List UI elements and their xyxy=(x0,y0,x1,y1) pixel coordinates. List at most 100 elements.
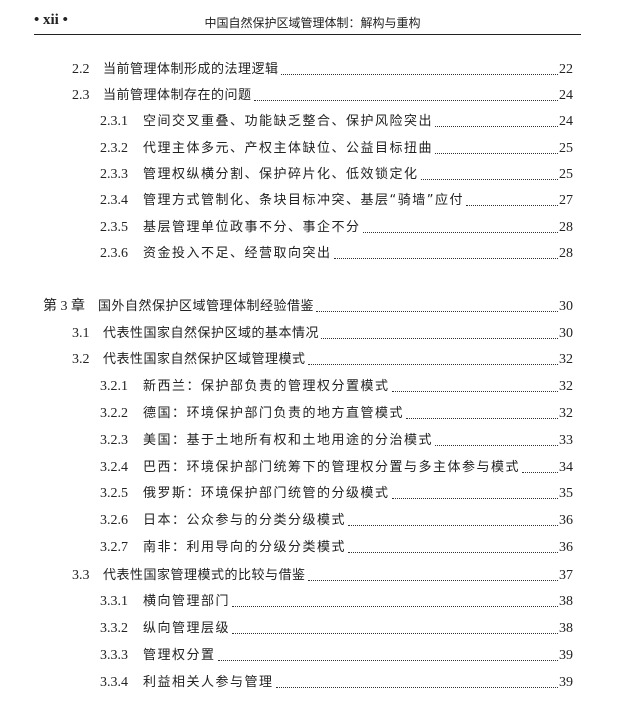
toc-entry-title: 纵向管理层级 xyxy=(143,621,231,636)
toc-entry[interactable]: 3.2.3 美国：基于土地所有权和土地用途的分治模式 33 xyxy=(100,431,573,451)
toc-entry[interactable]: 2.2 当前管理体制形成的法理逻辑 22 xyxy=(72,60,573,80)
toc-entry-number: 3.2.3 xyxy=(100,433,128,448)
toc-entry[interactable]: 2.3.5 基层管理单位政事不分、事企不分 28 xyxy=(100,218,573,238)
toc-entry-page: 28 xyxy=(559,220,573,235)
toc-entry-page: 25 xyxy=(559,167,573,182)
toc-entry-number: 3.2.1 xyxy=(100,379,128,394)
toc-entry[interactable]: 2.3.3 管理权纵横分割、保护碎片化、低效锁定化 25 xyxy=(100,165,573,185)
toc-entry[interactable]: 3.3.4 利益相关人参与管理 39 xyxy=(100,673,573,693)
dot-leader xyxy=(253,100,558,101)
toc-entry-title: 美国：基于土地所有权和土地用途的分治模式 xyxy=(143,433,434,448)
toc-entry-title: 当前管理体制形成的法理逻辑 xyxy=(103,62,279,77)
toc-entry-page: 24 xyxy=(559,88,573,103)
toc-entry-page: 28 xyxy=(559,246,573,261)
dot-leader xyxy=(307,364,558,365)
toc-entry-title: 代表性国家自然保护区域的基本情况 xyxy=(103,326,320,341)
toc-entry-title: 横向管理部门 xyxy=(143,594,231,609)
dot-leader xyxy=(321,338,558,339)
toc-entry[interactable]: 3.2.2 德国：环境保护部门负责的地方直管模式 32 xyxy=(100,404,573,424)
toc-entry-number: 3.2 xyxy=(72,352,90,367)
toc-entry[interactable]: 3.3.3 管理权分置 39 xyxy=(100,646,573,666)
dot-leader xyxy=(435,126,558,127)
toc-entry[interactable]: 3.2.1 新西兰：保护部负责的管理权分置模式 32 xyxy=(100,377,573,397)
toc-entry[interactable]: 2.3.4 管理方式管制化、条块目标冲突、基层“骑墙”应付 27 xyxy=(100,191,573,211)
toc-entry-title: 巴西：环境保护部门统筹下的管理权分置与多主体参与模式 xyxy=(143,460,521,475)
dot-leader xyxy=(217,660,558,661)
toc-entry-page: 38 xyxy=(559,621,573,636)
toc-entry-page: 30 xyxy=(559,326,573,341)
toc-entry[interactable]: 3.2.5 俄罗斯：环境保护部门统管的分级模式 35 xyxy=(100,484,573,504)
toc-entry-number: 3.2.5 xyxy=(100,486,128,501)
toc-entry-title: 利益相关人参与管理 xyxy=(143,675,274,690)
toc-entry-title: 俄罗斯：环境保护部门统管的分级模式 xyxy=(143,486,390,501)
toc-entry-title: 南非：利用导向的分级分类模式 xyxy=(143,540,347,555)
toc-entry[interactable]: 3.2.7 南非：利用导向的分级分类模式 36 xyxy=(100,538,573,558)
toc-entry-title: 代表性国家自然保护区域管理模式 xyxy=(103,352,306,367)
toc-entry-number: 2.3.1 xyxy=(100,114,128,129)
dot-leader xyxy=(406,418,558,419)
toc-entry-page: 32 xyxy=(559,406,573,421)
toc-entry-title: 当前管理体制存在的问题 xyxy=(103,88,252,103)
dot-leader xyxy=(435,445,558,446)
toc-entry[interactable]: 3.3 代表性国家管理模式的比较与借鉴 37 xyxy=(72,566,573,586)
toc-entry-number: 2.3.5 xyxy=(100,220,128,235)
toc-entry-page: 34 xyxy=(559,460,573,475)
toc-entry-title: 国外自然保护区域管理体制经验借鉴 xyxy=(98,299,315,314)
toc-entry-number: 3.3.2 xyxy=(100,621,128,636)
toc-entry-page: 22 xyxy=(559,62,573,77)
toc-entry[interactable]: 2.3 当前管理体制存在的问题 24 xyxy=(72,86,573,106)
toc-entry-number: 2.3 xyxy=(72,88,90,103)
toc-entry-title: 管理权纵横分割、保护碎片化、低效锁定化 xyxy=(143,167,419,182)
running-header-title: 中国自然保护区域管理体制：解构与重构 xyxy=(204,16,421,30)
toc-entry[interactable]: 2.3.2 代理主体多元、产权主体缺位、公益目标扭曲 25 xyxy=(100,139,573,159)
dot-leader xyxy=(316,311,558,312)
toc-entry[interactable]: 第 3 章国外自然保护区域管理体制经验借鉴 30 xyxy=(43,297,573,317)
toc-entry-number: 3.2.6 xyxy=(100,513,128,528)
toc-entry-number: 2.3.3 xyxy=(100,167,128,182)
toc-entry-page: 39 xyxy=(559,675,573,690)
toc-entry[interactable]: 3.1 代表性国家自然保护区域的基本情况 30 xyxy=(72,324,573,344)
toc-entry[interactable]: 2.3.1 空间交叉重叠、功能缺乏整合、保护风险突出 24 xyxy=(100,112,573,132)
toc-entry-page: 36 xyxy=(559,513,573,528)
toc-entry-page: 32 xyxy=(559,379,573,394)
toc-entry-page: 39 xyxy=(559,648,573,663)
toc-entry-number: 2.3.2 xyxy=(100,141,128,156)
toc-entry-number: 2.3.6 xyxy=(100,246,128,261)
toc-entry-number: 2.3.4 xyxy=(100,193,128,208)
dot-leader xyxy=(333,258,558,259)
dot-leader xyxy=(232,606,558,607)
toc-entry[interactable]: 2.3.6 资金投入不足、经营取向突出 28 xyxy=(100,244,573,264)
toc-entry-page: 24 xyxy=(559,114,573,129)
toc-entry-number: 3.3 xyxy=(72,568,90,583)
toc-entry[interactable]: 3.2.4 巴西：环境保护部门统筹下的管理权分置与多主体参与模式 34 xyxy=(100,458,573,478)
dot-leader xyxy=(391,498,558,499)
toc-entry[interactable]: 3.3.1 横向管理部门 38 xyxy=(100,592,573,612)
toc-entry-title: 德国：环境保护部门负责的地方直管模式 xyxy=(143,406,405,421)
toc-entry-number: 3.2.4 xyxy=(100,460,128,475)
toc-entry-number: 2.2 xyxy=(72,62,90,77)
dot-leader xyxy=(391,391,558,392)
toc-entry-number: 第 3 章 xyxy=(43,299,85,314)
dot-leader xyxy=(435,153,558,154)
toc-entry-page: 30 xyxy=(559,299,573,314)
toc-entry[interactable]: 3.2 代表性国家自然保护区域管理模式 32 xyxy=(72,350,573,370)
toc-entry[interactable]: 3.3.2 纵向管理层级 38 xyxy=(100,619,573,639)
toc-entry-title: 资金投入不足、经营取向突出 xyxy=(143,246,332,261)
toc-entry-page: 38 xyxy=(559,594,573,609)
dot-leader xyxy=(280,74,558,75)
toc-entry-page: 36 xyxy=(559,540,573,555)
dot-leader xyxy=(348,525,558,526)
dot-leader xyxy=(420,179,558,180)
toc-entry-title: 空间交叉重叠、功能缺乏整合、保护风险突出 xyxy=(143,114,434,129)
toc-entry-title: 代表性国家管理模式的比较与借鉴 xyxy=(103,568,306,583)
dot-leader xyxy=(307,580,558,581)
toc-entry-number: 3.3.3 xyxy=(100,648,128,663)
toc-entry-title: 代理主体多元、产权主体缺位、公益目标扭曲 xyxy=(143,141,434,156)
toc-entry-title: 管理方式管制化、条块目标冲突、基层“骑墙”应付 xyxy=(143,193,464,208)
toc-entry-page: 25 xyxy=(559,141,573,156)
toc-entry-number: 3.3.4 xyxy=(100,675,128,690)
toc-entry-page: 32 xyxy=(559,352,573,367)
toc-entry[interactable]: 3.2.6 日本：公众参与的分类分级模式 36 xyxy=(100,511,573,531)
dot-leader xyxy=(362,232,558,233)
toc-entry-page: 35 xyxy=(559,486,573,501)
